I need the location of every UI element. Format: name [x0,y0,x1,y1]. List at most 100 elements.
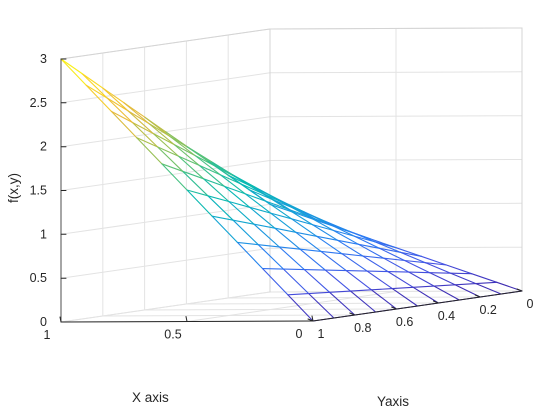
y-axis-line [312,290,523,322]
mesh-line-y [282,268,305,271]
mesh-line-y [186,189,209,197]
mesh-line-x [102,87,129,112]
z-tick-label: 1 [40,227,47,241]
y-tick-mark [391,306,398,310]
mesh-line-x [395,247,422,257]
mesh-line-y [357,243,380,249]
mesh-line-x [253,223,280,248]
y-tick-mark [474,294,481,298]
grid-line-x [186,291,397,322]
box-edge [269,27,523,30]
mesh-line-y [231,174,254,188]
mesh-line-y [349,289,372,292]
mesh-line-y [475,281,498,285]
mesh-line-y [211,215,234,221]
mesh-line-y [303,269,326,271]
mesh-line-y [454,283,477,286]
mesh-line-y [173,143,196,157]
mesh-line-x [404,259,431,274]
mesh-line-y [287,293,310,296]
mesh-line-x [219,174,246,195]
z-tick-label: 0.5 [30,271,47,285]
z-tick-label: 2 [40,140,47,154]
mesh-line-y [391,286,414,290]
mesh-line-y [424,262,447,266]
mesh-line-y [211,161,234,176]
mesh-line-y [303,211,326,222]
mesh-line-y [353,235,376,243]
mesh-line-y [177,155,200,166]
mesh-line-y [232,219,255,225]
mesh-line-y [308,291,331,295]
mesh-line-y [332,229,355,237]
mesh-line-x [349,290,377,313]
mesh-line-y [227,174,250,191]
mesh-line-y [383,257,406,262]
mesh-line-x [353,235,380,249]
mesh-line-x [332,229,360,245]
mesh-line-y [450,272,473,275]
mesh-line-y [290,218,313,226]
mesh-line-y [374,241,397,249]
mesh-line-y [366,270,389,273]
mesh-line-y [299,248,322,252]
mesh-line-y [156,146,179,157]
mesh-line-x [173,143,200,166]
mesh-line-x [471,273,498,283]
mesh-line-y [123,102,146,118]
mesh-line-x [194,154,221,176]
mesh-line-y [316,235,339,241]
mesh-line-x [211,215,238,243]
mesh-line-x [186,189,213,217]
mesh-line-x [341,253,368,272]
mesh-line-x [378,247,406,262]
mesh-line-y [110,110,133,123]
y-tick-label: 0.2 [480,303,497,317]
mesh-line-y [248,189,271,205]
mesh-line-x [366,270,393,290]
mesh-line-y [262,268,285,270]
mesh-line-y [131,121,154,135]
mesh-line-x [156,146,184,172]
mesh-line-y [240,183,263,194]
mesh-line-y [257,188,280,201]
mesh-line-x [81,72,108,99]
mesh-line-y [265,200,288,210]
mesh-line-x [236,241,264,270]
grid-line-z [60,160,271,191]
y-tick-label: 0.4 [438,309,455,323]
mesh-line-y [270,212,293,220]
mesh-line-y [278,199,301,212]
axes-frame [59,58,523,323]
mesh-line-x [307,215,334,231]
z-axis-label: f(x,y) [6,173,21,203]
mesh-line-y [345,270,368,272]
mesh-line-x [286,208,313,226]
mesh-line-y [257,244,280,248]
x-tick-label: 0.5 [164,328,181,342]
mesh-line-x [383,257,410,273]
mesh-line-x [270,212,297,233]
mesh-line-y [337,239,360,245]
mesh-line-x [295,231,322,252]
mesh-line-x [399,251,427,264]
mesh-line-y [164,131,187,147]
mesh-line-x [232,219,259,246]
mesh-line-x [450,272,477,285]
z-tick-label: 3 [40,52,47,66]
back-grid [60,27,523,323]
mesh-line-y [161,163,184,172]
y-tick-label: 0.6 [396,315,413,329]
mesh-line-x [424,262,452,274]
mesh-line-y [228,200,251,208]
mesh-line-y [252,186,275,201]
mesh-line-y [198,164,221,176]
mesh-line-y [404,259,427,264]
y-axis-label: Yaxis [377,394,409,409]
mesh-line-y [399,251,422,257]
mesh-line-y [207,195,230,203]
mesh-line-x [85,84,112,112]
mesh-line-x [303,269,331,293]
mesh-line-y [136,137,159,148]
